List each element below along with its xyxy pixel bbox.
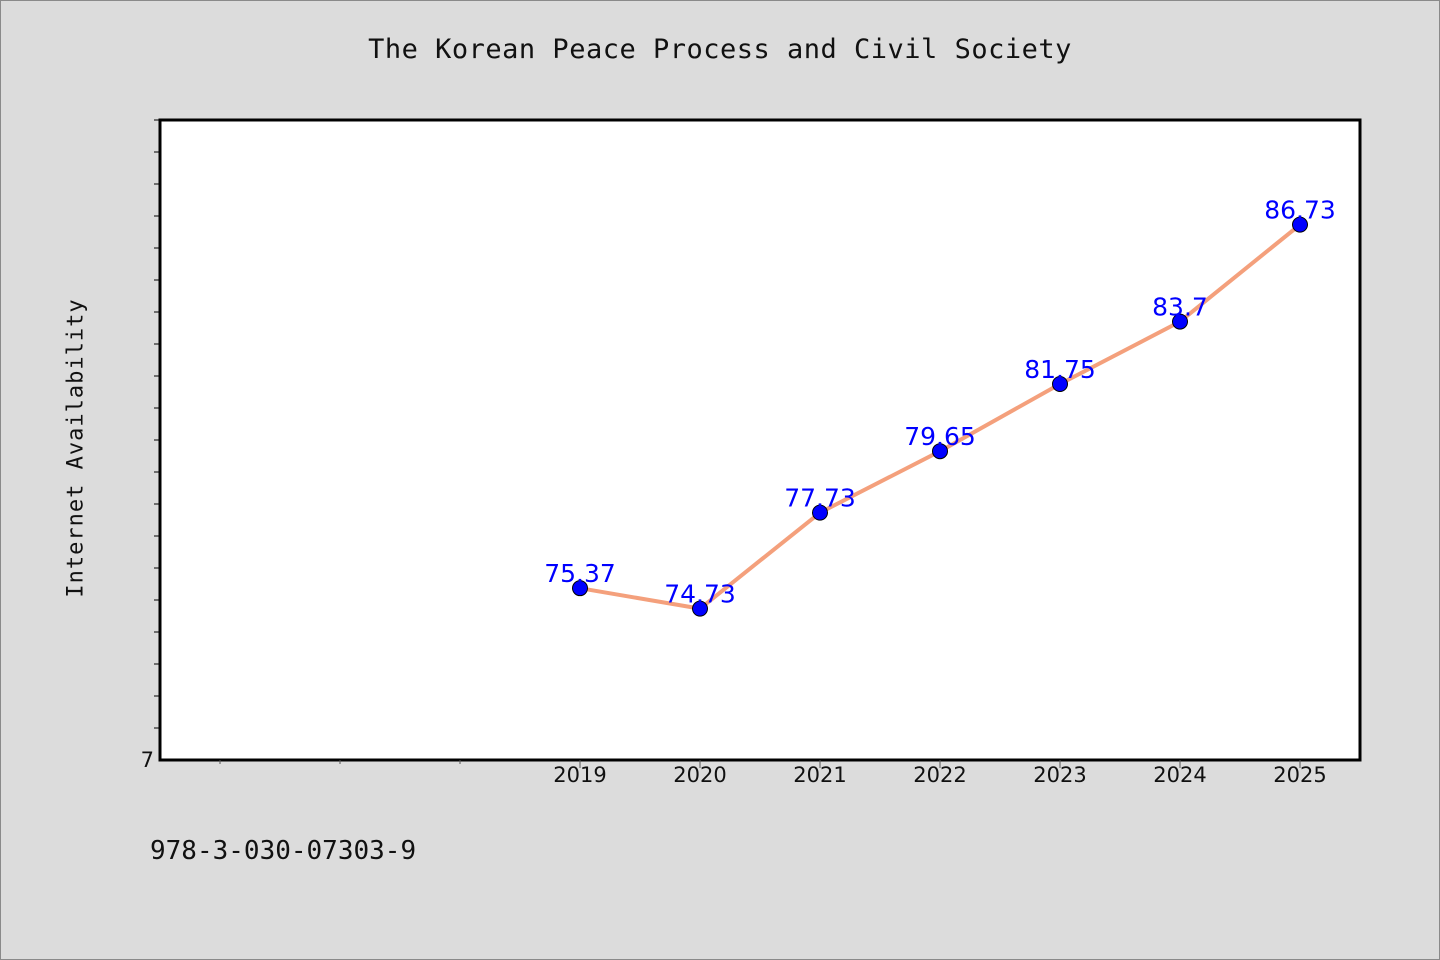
data-point — [932, 443, 948, 460]
x-axis-ticks: 2019 2020 2021 2022 2023 2024 2025 — [219, 760, 1327, 787]
data-label: 75.37 — [544, 559, 616, 588]
x-tick-label: 2021 — [793, 763, 846, 787]
x-tick-label: 2022 — [913, 763, 966, 787]
data-point — [572, 580, 588, 597]
y-axis-ticks: 7 — [141, 119, 160, 772]
y-tick-label: 7 — [141, 748, 154, 772]
data-label: 81.75 — [1024, 355, 1096, 384]
x-tick-label: 2019 — [553, 763, 606, 787]
x-tick-label: 2023 — [1033, 763, 1086, 787]
x-tick-label: 2020 — [673, 763, 726, 787]
chart-title: The Korean Peace Process and Civil Socie… — [368, 34, 1072, 65]
data-point — [1052, 376, 1068, 392]
plot-area — [158, 118, 1362, 762]
data-label: 74.73 — [664, 580, 736, 609]
data-point — [1292, 216, 1308, 233]
x-tick-label: 2024 — [1153, 763, 1206, 787]
data-point — [1172, 313, 1188, 330]
data-label: 79.65 — [904, 422, 976, 451]
series-layer: 75.37 74.73 77.73 79.65 81.75 83.7 86.73 — [544, 196, 1336, 617]
data-label: 83.7 — [1152, 293, 1208, 322]
x-tick-label: 2025 — [1273, 763, 1326, 787]
data-label: 86.73 — [1264, 196, 1336, 225]
data-label: 77.73 — [784, 484, 856, 513]
data-point — [812, 504, 828, 521]
data-point — [692, 600, 708, 617]
isbn-footer: 978-3-030-07303-9 — [150, 836, 417, 866]
